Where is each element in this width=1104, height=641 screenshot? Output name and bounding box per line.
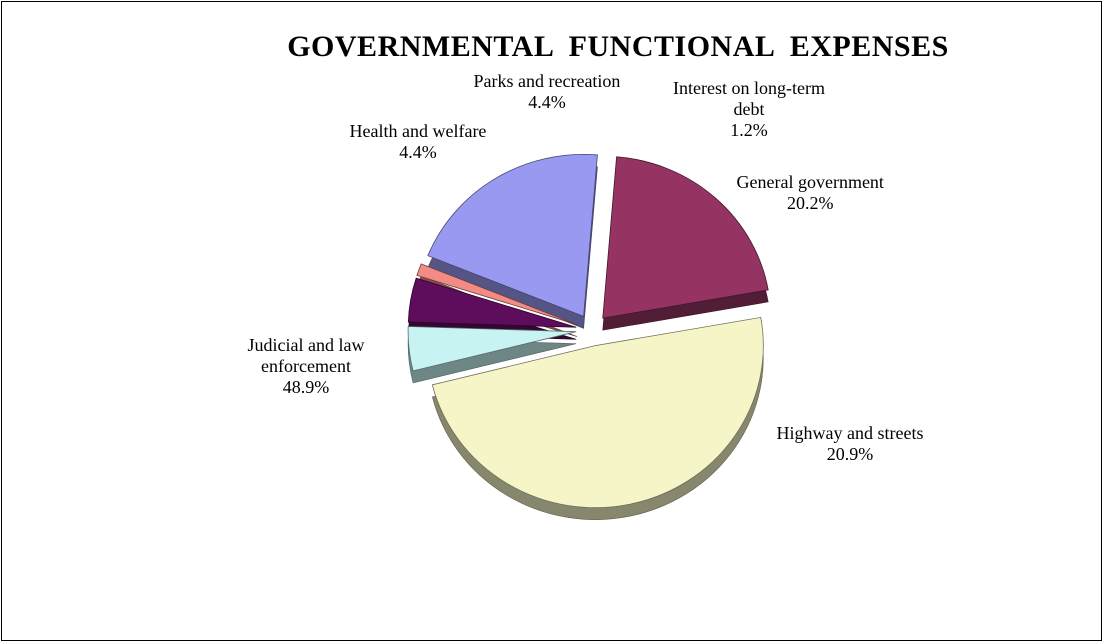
slice-label: General government 20.2% (737, 172, 884, 214)
slice-label-text: Highway and streets (776, 423, 924, 443)
slice-label: Interest on long-term debt 1.2% (673, 78, 825, 141)
pie-slice (431, 316, 764, 509)
slice-label-text: Judicial and law (247, 335, 365, 355)
slice-percent: 48.9% (282, 377, 330, 397)
slice-label-text: debt (733, 99, 765, 119)
slice-percent: 20.2% (786, 193, 834, 213)
slice-label-text: Interest on long-term (673, 78, 825, 98)
slice-label-text: Parks and recreation (473, 71, 621, 91)
pie-slice (602, 156, 769, 319)
slice-label-text: enforcement (261, 356, 351, 376)
slice-label: Highway and streets 20.9% (777, 423, 924, 465)
pie-slice (407, 277, 577, 328)
pie-slice (427, 154, 598, 317)
slice-label-text: Health and welfare (349, 121, 487, 141)
slice-label-text: General government (736, 172, 884, 192)
slice-label: Judicial and law enforcement 48.9% (248, 335, 365, 398)
slice-label: Parks and recreation 4.4% (474, 71, 621, 113)
slice-percent: 1.2% (730, 120, 768, 140)
slice-percent: 4.4% (399, 142, 437, 162)
pie-slice (416, 263, 578, 325)
slice-label: Health and welfare 4.4% (350, 121, 487, 163)
pie-slice (407, 326, 577, 372)
slice-percent: 4.4% (528, 92, 566, 112)
slice-percent: 20.9% (826, 444, 874, 464)
chart-title: GOVERNMENTAL FUNCTIONAL EXPENSES (287, 30, 949, 63)
